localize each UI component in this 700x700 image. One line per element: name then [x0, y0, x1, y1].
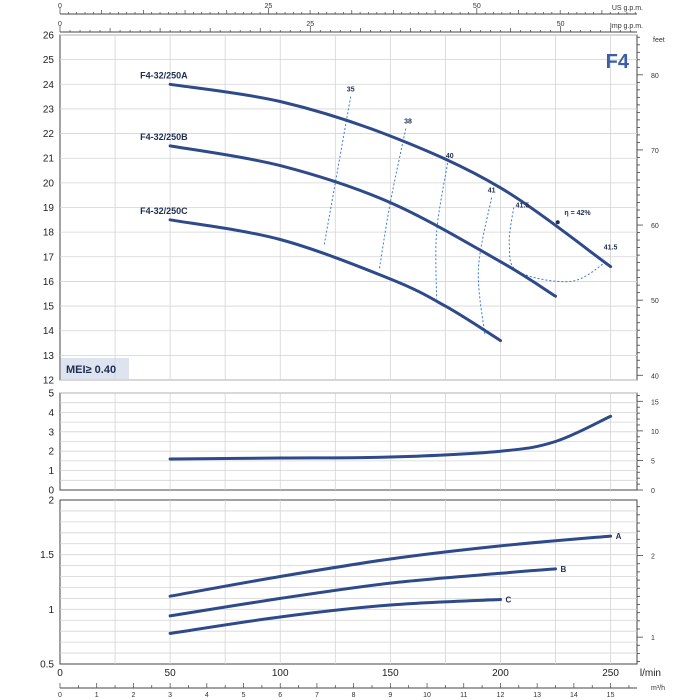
head-y-tick-label: 20 [43, 178, 55, 189]
efficiency-contour [378, 128, 407, 270]
head-y-tick-label: 22 [43, 129, 55, 140]
x-tick-label-lmin: 100 [272, 668, 289, 679]
m3h-tick-label: 8 [352, 692, 356, 699]
efficiency-contour [477, 197, 493, 336]
x-tick-label-lmin: 0 [57, 668, 63, 679]
mei-label: MEI≥ 0.40 [66, 364, 116, 376]
x-tick-label-lmin: 50 [165, 668, 177, 679]
m3h-tick-label: 11 [460, 692, 467, 699]
npsh-y-tick-label: 5 [48, 389, 54, 400]
head-y-tick-label: 12 [43, 376, 55, 387]
m3h-tick-label: 14 [570, 692, 578, 699]
m3h-axis-label: m³/h [651, 685, 665, 692]
head-y-tick-label: 26 [43, 31, 55, 42]
feet-axis-label: feet [653, 37, 665, 44]
efficiency-label: 41 [488, 188, 496, 195]
efficiency-label: 35 [347, 87, 355, 94]
us-gpm-tick-label: 0 [58, 3, 62, 10]
head-feet-tick-label: 50 [651, 298, 659, 305]
imp-gpm-tick-label: 50 [557, 21, 565, 28]
power-y-tick-label: 0.5 [40, 660, 54, 671]
head-y-tick-label: 16 [43, 277, 55, 288]
efficiency-label: 38 [404, 119, 412, 126]
power-curve-label: B [561, 565, 567, 574]
m3h-tick-label: 5 [242, 692, 246, 699]
power-y-tick-label: 1.5 [40, 550, 54, 561]
power-curve-a [168, 534, 613, 598]
power-y-tick-label: 2 [48, 496, 54, 507]
m3h-tick-label: 1 [95, 692, 99, 699]
head-feet-tick-label: 80 [651, 73, 659, 80]
power-hp-tick-label: 2 [651, 554, 655, 561]
m3h-tick-label: 15 [607, 692, 615, 699]
npsh-feet-tick-label: 5 [651, 458, 655, 465]
best-efficiency-label: η = 42% [564, 210, 591, 217]
head-feet-tick-label: 60 [651, 223, 659, 230]
m3h-tick-label: 2 [131, 692, 135, 699]
imp-gpm-label: Imp g.p.m. [610, 23, 643, 30]
head-feet-tick-label: 70 [651, 148, 659, 155]
head-y-tick-label: 25 [43, 55, 55, 66]
efficiency-label: 40 [446, 153, 454, 160]
head-curve-label: F4-32/250C [140, 206, 188, 216]
m3h-tick-label: 4 [205, 692, 209, 699]
best-efficiency-point [555, 220, 560, 225]
x-axis-label-lmin: l/min [640, 668, 661, 679]
npsh-feet-tick-label: 10 [651, 429, 659, 436]
power-hp-tick-label: 1 [651, 635, 655, 642]
npsh-y-tick-label: 4 [48, 408, 54, 419]
us-gpm-tick-label: 50 [473, 3, 481, 10]
head-y-tick-label: 23 [43, 104, 55, 115]
m3h-tick-label: 12 [497, 692, 505, 699]
head-y-tick-label: 13 [43, 351, 55, 362]
us-gpm-tick-label: 25 [265, 3, 273, 10]
x-tick-label-lmin: 250 [602, 668, 619, 679]
m3h-tick-label: 10 [423, 692, 431, 699]
head-curve-label: F4-32/250A [140, 70, 188, 80]
head-curve-c [168, 218, 502, 343]
imp-gpm-tick-label: 25 [306, 21, 314, 28]
imp-gpm-tick-label: 0 [58, 21, 62, 28]
power-curve-c [168, 598, 502, 635]
head-curve-label: F4-32/250B [140, 132, 188, 142]
head-y-tick-label: 21 [43, 154, 55, 165]
head-feet-tick-label: 40 [651, 373, 659, 380]
model-label: F4 [606, 51, 630, 73]
power-y-tick-label: 1 [48, 605, 54, 616]
power-curve-b [168, 567, 557, 618]
power-panel-frame [59, 499, 638, 665]
m3h-tick-label: 9 [388, 692, 392, 699]
head-y-tick-label: 15 [43, 302, 55, 313]
npsh-curve [168, 414, 613, 461]
head-y-tick-label: 19 [43, 203, 55, 214]
power-curve-label: C [505, 595, 511, 604]
head-y-tick-label: 18 [43, 228, 55, 239]
efficiency-contour [323, 96, 352, 245]
head-curve-b [168, 144, 557, 298]
npsh-feet-tick-label: 0 [651, 488, 655, 495]
efficiency-label: 41.5 [604, 244, 618, 251]
m3h-tick-label: 6 [278, 692, 282, 699]
efficiency-label: 41.5 [516, 203, 530, 210]
npsh-y-tick-label: 3 [48, 427, 54, 438]
mei-box [61, 358, 129, 379]
x-tick-label-lmin: 200 [492, 668, 509, 679]
x-tick-label-lmin: 150 [382, 668, 399, 679]
head-curve-a [168, 82, 613, 269]
power-curve-label: A [616, 532, 622, 541]
m3h-tick-label: 0 [58, 692, 62, 699]
m3h-tick-label: 3 [168, 692, 172, 699]
npsh-y-tick-label: 2 [48, 447, 54, 458]
npsh-feet-tick-label: 15 [651, 399, 659, 406]
m3h-tick-label: 7 [315, 692, 319, 699]
head-y-tick-label: 17 [43, 252, 55, 263]
efficiency-contour [435, 163, 449, 299]
head-y-tick-label: 24 [43, 80, 55, 91]
npsh-y-tick-label: 0 [48, 486, 54, 497]
npsh-y-tick-label: 1 [48, 466, 54, 477]
head-y-tick-label: 14 [43, 326, 55, 337]
m3h-tick-label: 13 [533, 692, 541, 699]
us-gpm-label: US g.p.m. [612, 5, 643, 12]
